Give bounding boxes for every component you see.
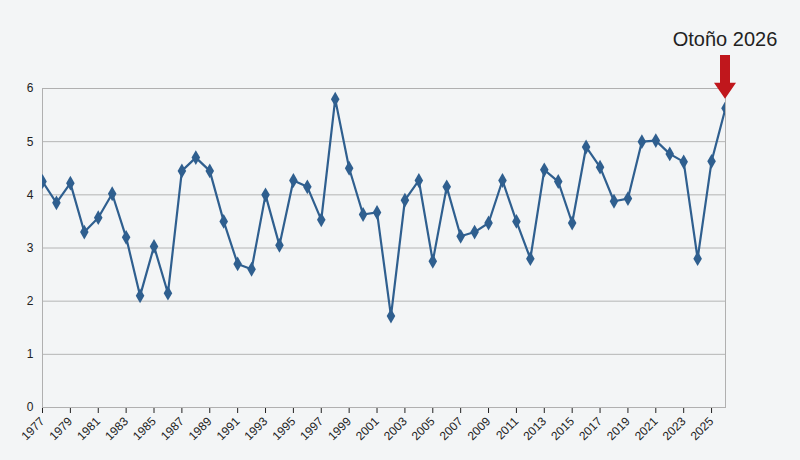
svg-text:2007: 2007 (437, 414, 466, 443)
svg-text:2017: 2017 (576, 414, 605, 443)
svg-text:2003: 2003 (381, 414, 410, 443)
svg-text:1977: 1977 (19, 414, 48, 443)
svg-text:1999: 1999 (325, 414, 354, 443)
svg-text:1983: 1983 (102, 414, 131, 443)
svg-text:1981: 1981 (74, 414, 103, 443)
svg-text:3: 3 (27, 241, 34, 255)
svg-text:1993: 1993 (242, 414, 271, 443)
svg-text:1987: 1987 (158, 414, 187, 443)
svg-text:5: 5 (27, 135, 34, 149)
svg-text:2025: 2025 (688, 414, 717, 443)
svg-text:Otoño 2026: Otoño 2026 (673, 28, 778, 50)
svg-text:2: 2 (27, 294, 34, 308)
svg-text:2021: 2021 (632, 414, 661, 443)
svg-text:2011: 2011 (493, 414, 521, 442)
svg-text:4: 4 (27, 188, 34, 202)
svg-text:2001: 2001 (353, 414, 382, 443)
svg-text:6: 6 (27, 81, 34, 95)
svg-text:2013: 2013 (520, 414, 549, 443)
svg-text:2005: 2005 (409, 414, 438, 443)
svg-text:1979: 1979 (46, 414, 75, 443)
svg-text:1995: 1995 (269, 414, 298, 443)
svg-text:2009: 2009 (465, 414, 494, 443)
svg-text:1997: 1997 (297, 414, 326, 443)
svg-text:1989: 1989 (186, 414, 215, 443)
svg-text:2019: 2019 (604, 414, 633, 443)
svg-text:0: 0 (27, 400, 34, 414)
svg-text:2023: 2023 (660, 414, 689, 443)
svg-text:2015: 2015 (548, 414, 577, 443)
svg-text:1: 1 (27, 347, 34, 361)
svg-text:1991: 1991 (214, 414, 243, 443)
svg-text:1985: 1985 (130, 414, 159, 443)
